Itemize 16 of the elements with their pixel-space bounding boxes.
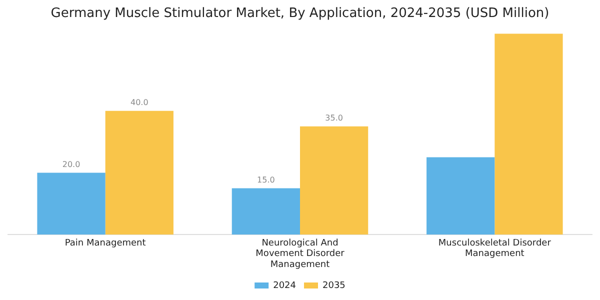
bar <box>232 188 300 235</box>
x-tick-label: Neurological And Movement Disorder Management <box>256 238 345 270</box>
bar <box>37 172 106 235</box>
data-label: 40.0 <box>130 98 148 107</box>
bar <box>494 34 563 235</box>
legend-label: 2024 <box>273 280 296 291</box>
legend-label: 2035 <box>322 280 346 291</box>
data-label: 15.0 <box>257 175 275 184</box>
x-tick-label: Musculoskeletal Disorder Management <box>438 238 552 260</box>
x-tick-label: Pain Management <box>64 238 146 248</box>
chart-title: Germany Muscle Stimulator Market, By Application, 2024-2035 (USD Million) <box>50 6 550 22</box>
data-label: 35.0 <box>325 113 343 122</box>
data-label: 20.0 <box>62 160 80 169</box>
bar <box>426 157 495 235</box>
bar <box>300 126 368 235</box>
bar <box>105 110 174 235</box>
